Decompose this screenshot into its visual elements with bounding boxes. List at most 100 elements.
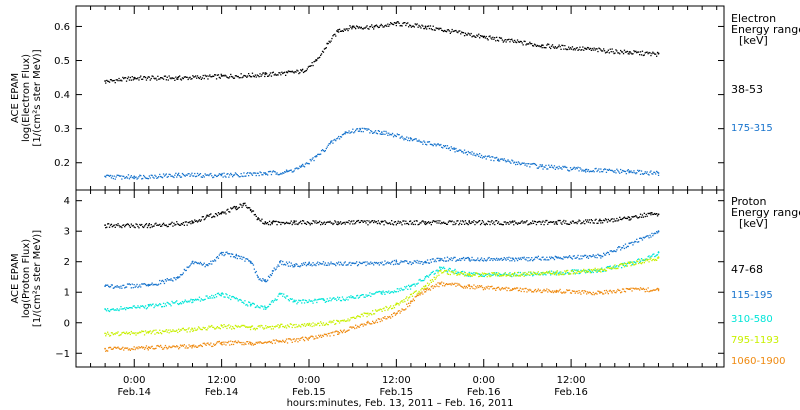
data-point bbox=[484, 37, 486, 39]
data-point bbox=[578, 258, 580, 260]
data-point bbox=[643, 262, 645, 264]
data-point bbox=[493, 258, 495, 260]
data-point bbox=[543, 273, 545, 275]
data-point bbox=[302, 165, 305, 167]
data-point bbox=[176, 345, 178, 347]
data-point bbox=[524, 258, 526, 260]
data-point bbox=[452, 271, 454, 273]
data-point bbox=[382, 264, 384, 266]
data-point bbox=[598, 290, 600, 293]
data-point bbox=[307, 162, 309, 165]
data-point bbox=[162, 330, 165, 333]
data-point bbox=[241, 324, 243, 327]
data-point bbox=[143, 226, 145, 229]
data-point bbox=[191, 78, 193, 80]
data-point bbox=[575, 257, 577, 259]
data-point bbox=[199, 344, 202, 346]
data-point bbox=[613, 171, 615, 173]
data-point bbox=[343, 221, 345, 224]
data-point bbox=[584, 170, 586, 172]
data-point bbox=[273, 267, 275, 269]
data-point bbox=[572, 290, 574, 292]
data-point bbox=[108, 285, 110, 288]
data-point bbox=[263, 279, 265, 281]
data-point bbox=[657, 256, 660, 258]
data-point bbox=[334, 220, 336, 222]
data-point bbox=[415, 24, 417, 26]
data-point bbox=[183, 76, 185, 78]
data-point bbox=[657, 172, 660, 174]
data-point bbox=[497, 158, 500, 161]
data-point bbox=[566, 256, 568, 258]
data-point bbox=[407, 222, 409, 225]
data-point bbox=[648, 174, 650, 176]
data-point bbox=[519, 271, 521, 274]
data-point bbox=[370, 25, 372, 28]
data-point bbox=[408, 137, 410, 139]
data-point bbox=[325, 47, 327, 49]
data-point bbox=[315, 220, 317, 222]
data-point bbox=[104, 224, 106, 227]
data-point bbox=[180, 345, 183, 347]
data-point bbox=[275, 325, 277, 327]
data-point bbox=[369, 263, 371, 265]
data-point bbox=[185, 174, 187, 176]
data-point bbox=[271, 325, 273, 327]
data-point bbox=[150, 224, 152, 226]
data-point bbox=[593, 171, 595, 173]
data-point bbox=[555, 271, 558, 274]
data-point bbox=[292, 171, 294, 173]
data-point bbox=[197, 77, 200, 79]
data-point bbox=[271, 300, 273, 302]
data-point bbox=[240, 325, 242, 327]
data-point bbox=[204, 173, 206, 175]
data-point bbox=[269, 274, 272, 276]
data-point bbox=[176, 176, 178, 178]
data-point bbox=[157, 331, 159, 334]
data-point bbox=[591, 220, 593, 222]
data-point bbox=[518, 258, 521, 260]
data-point bbox=[115, 347, 117, 349]
data-point bbox=[560, 48, 562, 50]
data-point bbox=[198, 219, 201, 221]
data-point bbox=[153, 329, 155, 331]
data-point bbox=[569, 167, 572, 169]
data-point bbox=[446, 283, 449, 286]
data-point bbox=[576, 272, 578, 274]
legend-item: 115-195 bbox=[731, 290, 773, 301]
data-point bbox=[405, 138, 407, 140]
data-point bbox=[162, 222, 165, 224]
data-point bbox=[158, 345, 160, 347]
data-point bbox=[588, 48, 591, 50]
data-point bbox=[426, 275, 429, 277]
data-point bbox=[463, 271, 466, 273]
data-point bbox=[146, 331, 149, 333]
data-point bbox=[430, 286, 432, 288]
data-point bbox=[185, 300, 187, 303]
data-point bbox=[638, 51, 640, 53]
data-point bbox=[404, 309, 406, 311]
data-point bbox=[412, 292, 414, 294]
data-point bbox=[331, 298, 333, 300]
data-point bbox=[444, 145, 446, 148]
data-point bbox=[655, 213, 657, 215]
data-point bbox=[382, 308, 384, 310]
data-point bbox=[469, 260, 471, 262]
data-point bbox=[409, 288, 412, 290]
data-point bbox=[468, 257, 471, 260]
data-point bbox=[224, 253, 226, 256]
data-point bbox=[248, 207, 250, 209]
data-point bbox=[121, 178, 123, 180]
data-point bbox=[576, 270, 578, 272]
data-point bbox=[128, 348, 131, 350]
data-point bbox=[167, 329, 169, 331]
data-point bbox=[325, 264, 327, 266]
data-point bbox=[478, 155, 480, 157]
data-point bbox=[574, 168, 576, 170]
data-point bbox=[581, 170, 583, 172]
data-point bbox=[206, 215, 209, 217]
data-point bbox=[379, 25, 381, 27]
data-point bbox=[573, 48, 575, 50]
data-point bbox=[388, 25, 390, 27]
data-point bbox=[519, 257, 521, 259]
